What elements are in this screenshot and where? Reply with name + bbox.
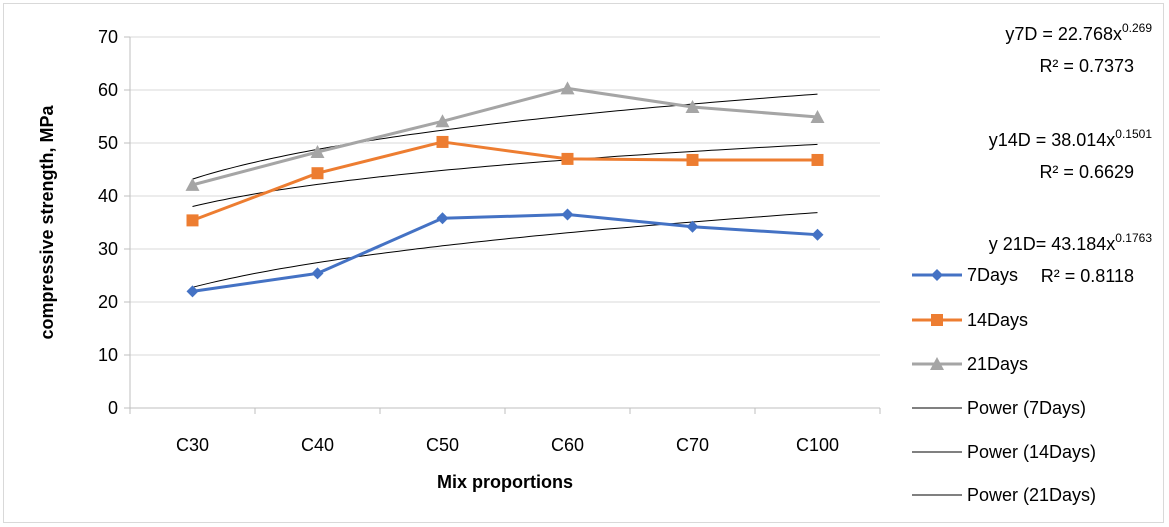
y-axis-title: compressive strength, MPa bbox=[37, 104, 57, 339]
data-point bbox=[311, 167, 324, 180]
data-point bbox=[186, 214, 199, 227]
data-point bbox=[436, 212, 449, 225]
axes bbox=[124, 36, 881, 414]
data-point bbox=[686, 153, 699, 166]
x-tick-label: C40 bbox=[301, 435, 334, 455]
trendline bbox=[192, 143, 818, 207]
legend-item-14days: 14Days bbox=[912, 310, 1028, 330]
legend-label: 7Days bbox=[967, 265, 1018, 285]
y-tick-label: 0 bbox=[108, 398, 118, 418]
y-tick-label: 10 bbox=[98, 345, 118, 365]
y-tick-label: 20 bbox=[98, 292, 118, 312]
x-axis-title: Mix proportions bbox=[437, 472, 573, 492]
legend-item-21days: 21Days bbox=[912, 354, 1028, 374]
data-point bbox=[436, 135, 449, 148]
r-squared-label: R² = 0.8118 bbox=[1041, 266, 1134, 286]
y-tick-label: 50 bbox=[98, 133, 118, 153]
data-point bbox=[811, 228, 824, 241]
trendline-equation: y 21D= 43.184x0.1763 bbox=[989, 231, 1153, 254]
trendlines bbox=[192, 93, 818, 288]
r-squared-label: R² = 0.7373 bbox=[1039, 56, 1134, 76]
data-point bbox=[810, 110, 825, 124]
data-point bbox=[185, 177, 200, 191]
data-point bbox=[311, 267, 324, 280]
r-squared-label: R² = 0.6629 bbox=[1039, 162, 1134, 182]
y-tick-label: 70 bbox=[98, 27, 118, 47]
x-tick-label: C60 bbox=[551, 435, 584, 455]
data-series bbox=[185, 81, 825, 298]
data-point bbox=[931, 269, 943, 281]
legend: 7Days 14Days 21Days Power (7Days) Power (14D… bbox=[912, 265, 1096, 505]
series-7days bbox=[186, 208, 824, 298]
x-tick-label: C50 bbox=[426, 435, 459, 455]
series-line bbox=[192, 86, 818, 187]
trendline-equation: y7D = 22.768x0.269 bbox=[1005, 21, 1152, 44]
y-tick-label: 40 bbox=[98, 186, 118, 206]
data-point bbox=[561, 152, 574, 165]
trendline bbox=[192, 93, 818, 180]
data-point bbox=[930, 357, 944, 370]
data-point bbox=[931, 314, 943, 326]
x-tick-label: C70 bbox=[676, 435, 709, 455]
data-point bbox=[186, 285, 199, 298]
y-tick-label: 30 bbox=[98, 239, 118, 259]
tick-labels: 0 10 20 30 40 50 60 70 C30 C40 C50 C60 C70 C100 bbox=[98, 27, 839, 455]
y-tick-label: 60 bbox=[98, 80, 118, 100]
legend-label: Power (7Days) bbox=[967, 398, 1086, 418]
data-point bbox=[561, 208, 574, 221]
data-point bbox=[435, 114, 450, 128]
trendline-equation: y14D = 38.014x0.1501 bbox=[989, 127, 1153, 150]
data-point bbox=[560, 81, 575, 95]
legend-label: Power (21Days) bbox=[967, 485, 1096, 505]
gridlines bbox=[130, 36, 880, 356]
series-14days bbox=[186, 135, 824, 227]
x-tick-label: C100 bbox=[796, 435, 839, 455]
data-point bbox=[310, 145, 325, 159]
legend-item-trendline: Power (14Days) bbox=[912, 442, 1096, 462]
series-21days bbox=[185, 81, 825, 191]
x-tick-label: C30 bbox=[176, 435, 209, 455]
data-point bbox=[811, 153, 824, 166]
data-point bbox=[686, 220, 699, 233]
legend-label: 14Days bbox=[967, 310, 1028, 330]
data-point bbox=[685, 99, 700, 113]
trendline bbox=[192, 212, 818, 288]
legend-item-trendline: Power (7Days) bbox=[912, 398, 1086, 418]
legend-item-trendline: Power (21Days) bbox=[912, 485, 1096, 505]
series-line bbox=[192, 213, 818, 293]
trendline-equations: y7D = 22.768x0.269 R² = 0.7373 y14D = 38.0… bbox=[989, 21, 1153, 286]
legend-label: 21Days bbox=[967, 354, 1028, 374]
series-line bbox=[191, 140, 818, 222]
legend-label: Power (14Days) bbox=[967, 442, 1096, 462]
legend-item-7days: 7Days bbox=[912, 265, 1018, 285]
